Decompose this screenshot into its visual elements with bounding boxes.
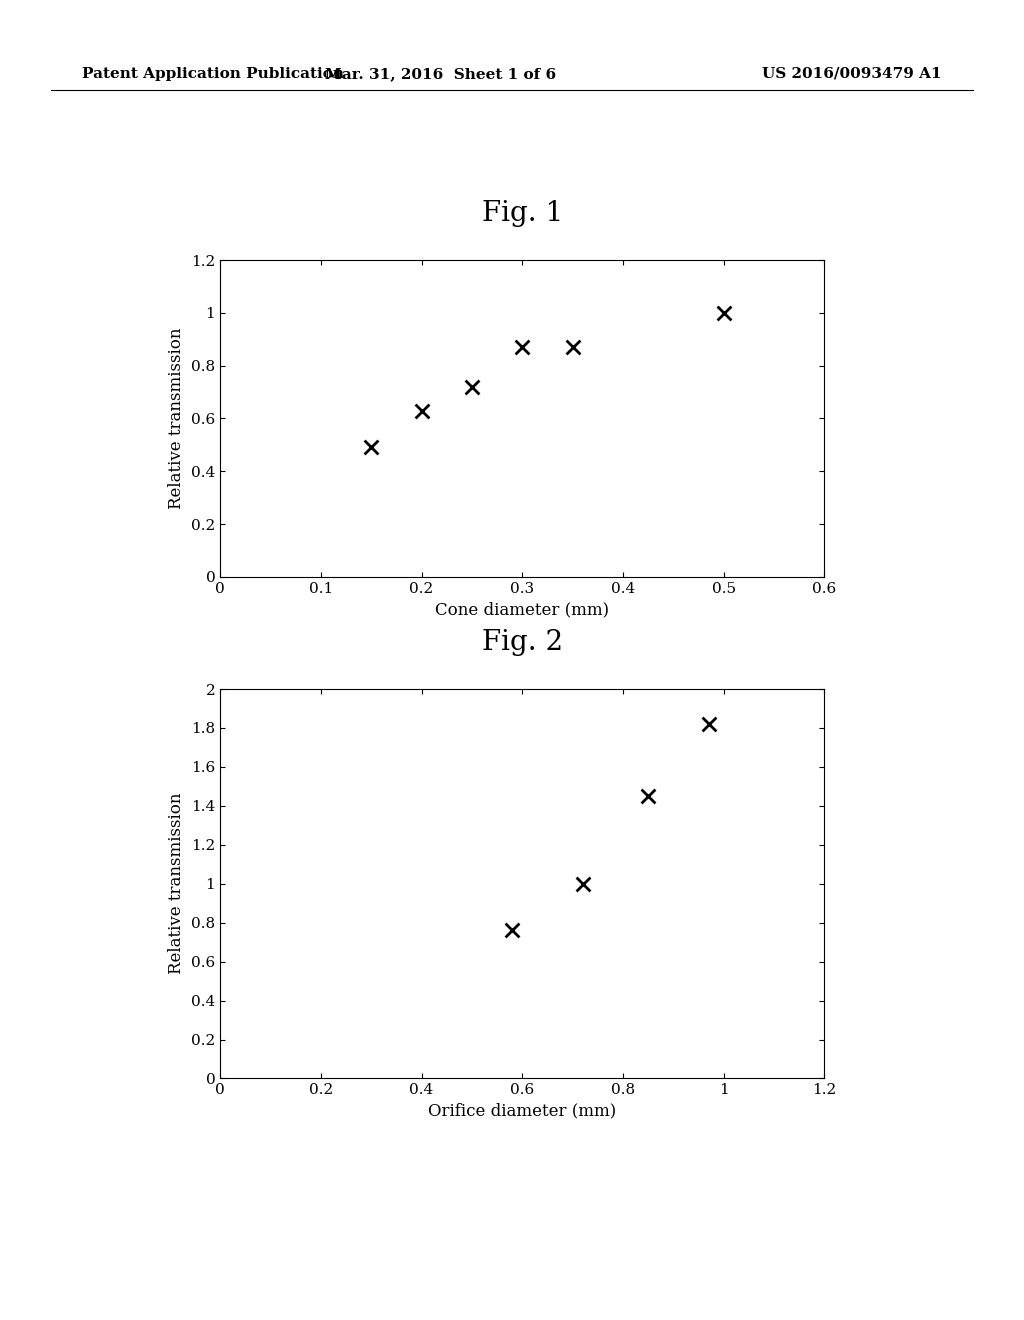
Point [362, 437, 379, 458]
Point [414, 400, 430, 421]
X-axis label: Orifice diameter (mm): Orifice diameter (mm) [428, 1102, 616, 1119]
Point [464, 376, 480, 397]
Point [504, 920, 520, 941]
Point [640, 785, 656, 807]
X-axis label: Cone diameter (mm): Cone diameter (mm) [435, 601, 609, 618]
Point [564, 337, 581, 358]
Text: Fig. 2: Fig. 2 [481, 630, 563, 656]
Text: Patent Application Publication: Patent Application Publication [82, 67, 344, 81]
Point [716, 302, 732, 323]
Text: US 2016/0093479 A1: US 2016/0093479 A1 [763, 67, 942, 81]
Text: Fig. 1: Fig. 1 [481, 201, 563, 227]
Point [700, 714, 717, 735]
Y-axis label: Relative transmission: Relative transmission [169, 327, 185, 510]
Text: Mar. 31, 2016  Sheet 1 of 6: Mar. 31, 2016 Sheet 1 of 6 [325, 67, 556, 81]
Point [574, 874, 591, 895]
Point [514, 337, 530, 358]
Y-axis label: Relative transmission: Relative transmission [169, 793, 185, 974]
